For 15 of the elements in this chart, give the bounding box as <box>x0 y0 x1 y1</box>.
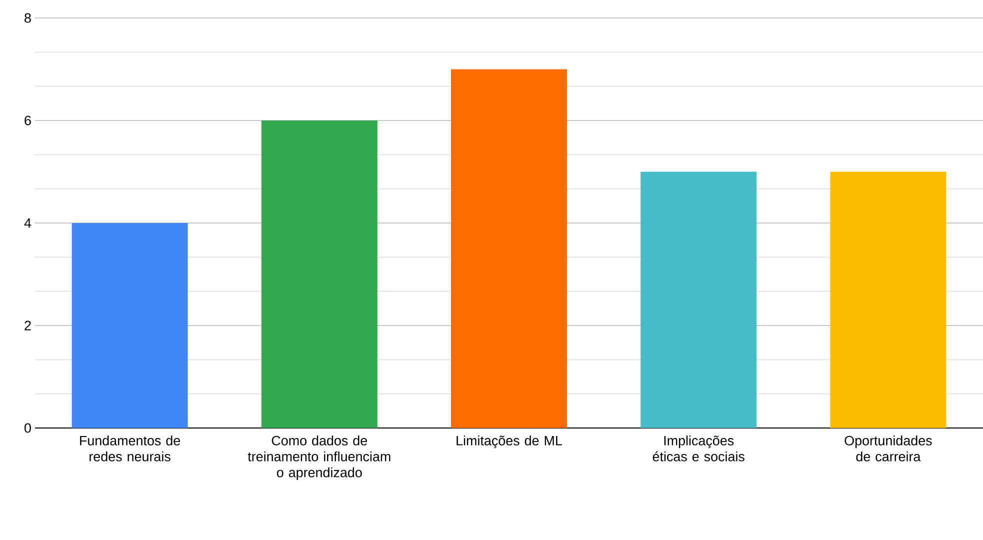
x-tick-label: Fundamentos de redes neurais <box>80 436 180 462</box>
y-tick-label: 8 <box>24 13 31 23</box>
x-tick-label: Implicações éticas e sociais <box>652 436 744 462</box>
y-tick-label: 6 <box>24 116 31 126</box>
y-tick-label: 2 <box>24 320 31 330</box>
y-tick-label: 4 <box>24 218 32 228</box>
x-tick-label: Como dados de treinamento influenciam o aprendizado <box>248 436 390 480</box>
bar <box>451 69 568 428</box>
x-tick-label: Limitações de ML <box>456 436 562 448</box>
y-tick-label: 0 <box>24 423 31 433</box>
x-tick-label: Oportunidades de carreira <box>844 436 932 462</box>
bar <box>830 172 946 428</box>
bar <box>640 172 757 428</box>
bar <box>72 223 188 428</box>
bar <box>261 120 378 428</box>
